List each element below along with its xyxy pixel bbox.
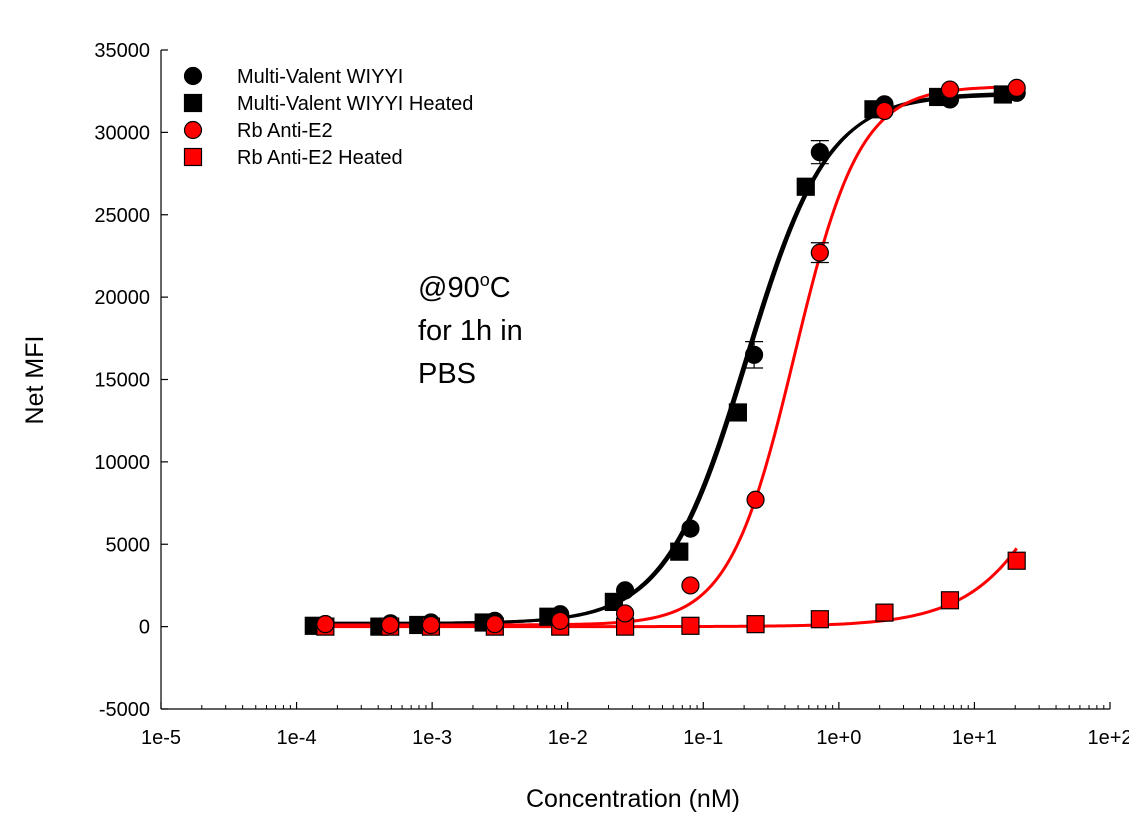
y-tick-label: -5000 xyxy=(99,699,150,721)
data-point xyxy=(381,615,400,635)
legend-marker xyxy=(183,120,203,140)
x-tick-label: 1e-5 xyxy=(141,727,181,749)
legend-label: Rb Anti-E2 Heated xyxy=(237,147,403,169)
x-tick-label: 1e+2 xyxy=(1087,727,1129,749)
y-tick-label: 10000 xyxy=(94,452,150,474)
data-point xyxy=(875,603,894,622)
legend-marker xyxy=(183,66,203,86)
annotation-line: PBS xyxy=(418,358,476,390)
y-tick-label: 15000 xyxy=(94,370,150,392)
legend-label: Multi-Valent WIYYI Heated xyxy=(237,93,473,115)
fit-curve xyxy=(325,547,1018,629)
data-point xyxy=(551,611,570,630)
legend-label: Multi-Valent WIYYI xyxy=(237,66,403,88)
data-point xyxy=(485,615,504,634)
fit-curves xyxy=(313,85,1018,629)
x-tick-label: 1e-2 xyxy=(548,727,588,749)
annotation-superscript: o xyxy=(480,270,490,290)
data-point xyxy=(681,519,700,538)
y-tick-label: 5000 xyxy=(106,534,151,556)
annotation: @90oC for 1h in PBS xyxy=(418,270,523,390)
data-point xyxy=(1007,78,1026,97)
data-point xyxy=(728,403,747,422)
data-point xyxy=(744,345,764,364)
data-point xyxy=(316,615,335,634)
x-tick-label: 1e+1 xyxy=(952,727,997,749)
legend-marker xyxy=(183,93,203,113)
data-point xyxy=(670,542,689,561)
data-point xyxy=(940,591,960,610)
data-point xyxy=(940,80,960,99)
x-tick-label: 1e-4 xyxy=(277,727,317,749)
y-tick-label: 25000 xyxy=(94,205,150,227)
data-point xyxy=(796,177,815,196)
data-point xyxy=(1007,551,1026,570)
x-tick-label: 1e-1 xyxy=(683,727,723,749)
annotation-line: @90 xyxy=(418,272,480,304)
annotation-line: for 1h in xyxy=(418,315,523,347)
data-point xyxy=(810,143,829,162)
data-point xyxy=(746,490,765,509)
y-axis-title: Net MFI xyxy=(21,336,49,425)
data-point xyxy=(615,581,635,600)
data-point xyxy=(746,615,765,634)
data-point xyxy=(604,592,623,612)
legend-label: Rb Anti-E2 xyxy=(237,120,333,142)
data-point xyxy=(681,576,700,595)
y-tick-label: 35000 xyxy=(94,40,150,62)
y-tick-label: 30000 xyxy=(94,122,150,144)
y-tick-label: 0 xyxy=(139,617,150,639)
data-markers xyxy=(304,78,1026,636)
data-point xyxy=(421,615,441,635)
data-point xyxy=(681,616,700,635)
x-tick-label: 1e+0 xyxy=(816,727,861,749)
data-point xyxy=(810,243,829,262)
data-point xyxy=(875,101,894,121)
y-tick-label: 20000 xyxy=(94,287,150,309)
legend-marker xyxy=(183,147,203,167)
data-point xyxy=(615,604,635,623)
legend: Multi-Valent WIYYI Multi-Valent WIYYI Hea… xyxy=(183,66,473,169)
x-axis-title: Concentration (nM) xyxy=(526,785,740,813)
x-tick-label: 1e-3 xyxy=(412,727,452,749)
fit-curve xyxy=(325,85,1017,627)
data-point xyxy=(810,610,829,629)
annotation-unit: C xyxy=(490,272,511,304)
axes: -5000 0 5000 10000 15000 20000 25000 30000 35000… xyxy=(94,40,1129,749)
